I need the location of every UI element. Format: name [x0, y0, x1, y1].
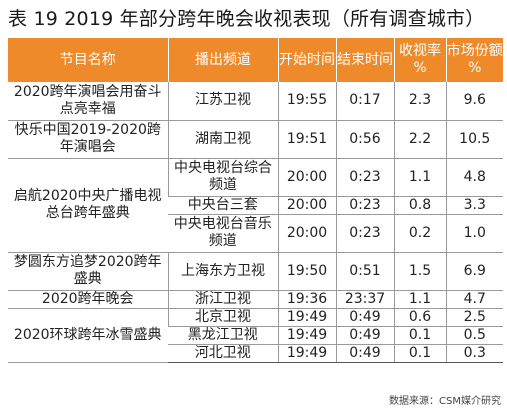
- share-cell: 6.9: [445, 252, 503, 291]
- table-row: 启航2020中央广播电视总台跨年盛典 中央电视台综合频道 20:00 0:23 …: [8, 158, 503, 253]
- rating-cell: 0.6: [393, 308, 446, 327]
- start-time-cell: 19:49: [277, 326, 336, 345]
- channel-cell: 中央台三套: [168, 196, 278, 215]
- end-time-cell: 0:51: [335, 252, 394, 291]
- program-cell: 2020跨年晚会: [8, 290, 168, 309]
- table-row: 快乐中国2019-2020跨年演唱会 湖南卫视 19:51 0:56 2.2 1…: [8, 120, 503, 159]
- table-row: 2020跨年演唱会用奋斗点亮幸福 江苏卫视 19:55 0:17 2.3 9.6: [8, 82, 503, 121]
- channel-cell: 黑龙江卫视: [168, 326, 278, 345]
- start-time-cell: 19:55: [277, 82, 336, 121]
- start-time-cell: 19:49: [277, 308, 336, 327]
- start-time-cell: 19:51: [277, 120, 336, 159]
- end-time-cell: 0:49: [335, 308, 394, 327]
- channel-cell: 浙江卫视: [167, 290, 278, 309]
- table-row: 中央电视台音乐频道 20:00 0:23 0.2 1.0: [8, 214, 503, 253]
- end-time-cell: 23:37: [335, 290, 394, 309]
- end-time-cell: 0:23: [335, 196, 394, 215]
- program-cell: 梦圆东方追梦2020跨年盛典: [8, 252, 168, 291]
- end-time-cell: 0:23: [335, 158, 394, 197]
- channel-cell: 北京卫视: [167, 308, 278, 327]
- rating-cell: 0.1: [393, 344, 446, 363]
- header-row: 节目名称 播出频道 开始时间 结束时间 收视率 % 市场份额 %: [8, 38, 503, 82]
- rating-cell: 0.8: [393, 196, 446, 215]
- header-share: 市场份额 %: [445, 38, 503, 82]
- rating-cell: 2.2: [393, 120, 446, 159]
- data-source-note: 数据来源：CSM媒介研究: [389, 396, 501, 407]
- channel-cell: 河北卫视: [168, 344, 278, 363]
- table-title: 表 19 2019 年部分跨年晚会收视表现（所有调查城市）: [8, 8, 485, 30]
- end-time-cell: 0:23: [335, 214, 394, 253]
- start-time-cell: 19:49: [277, 344, 336, 363]
- rating-cell: 1.5: [393, 252, 446, 291]
- share-cell: 4.8: [445, 158, 503, 197]
- end-time-cell: 0:56: [335, 120, 394, 159]
- end-time-cell: 0:49: [335, 326, 394, 345]
- share-cell: 2.5: [445, 308, 503, 327]
- end-time-cell: 0:17: [335, 82, 394, 121]
- start-time-cell: 19:36: [277, 290, 336, 309]
- rating-cell: 0.2: [393, 214, 446, 253]
- program-cell: 2020跨年演唱会用奋斗点亮幸福: [8, 82, 168, 121]
- program-cell: 2020环球跨年冰雪盛典: [8, 308, 168, 363]
- share-cell: 3.3: [445, 196, 503, 215]
- table-row: 黑龙江卫视 19:49 0:49 0.1 0.5: [8, 326, 503, 345]
- header-start-time: 开始时间: [277, 38, 336, 82]
- table-row: 2020环球跨年冰雪盛典 北京卫视 19:49 0:49 0.6 2.5: [8, 308, 503, 363]
- table-row: 2020跨年晚会 浙江卫视 19:36 23:37 1.1 4.7: [8, 290, 503, 309]
- share-cell: 4.7: [445, 290, 503, 309]
- channel-cell: 中央电视台综合频道: [167, 158, 278, 197]
- start-time-cell: 20:00: [277, 196, 336, 215]
- share-cell: 0.5: [445, 326, 503, 345]
- channel-cell: 江苏卫视: [167, 82, 278, 121]
- end-time-cell: 0:49: [335, 344, 394, 363]
- rating-cell: 1.1: [393, 158, 446, 197]
- header-channel: 播出频道: [167, 38, 278, 82]
- share-cell: 10.5: [445, 120, 503, 159]
- share-cell: 0.3: [445, 344, 503, 363]
- rating-cell: 1.1: [393, 290, 446, 309]
- table-row: 梦圆东方追梦2020跨年盛典 上海东方卫视 19:50 0:51 1.5 6.9: [8, 252, 503, 291]
- channel-cell: 上海东方卫视: [167, 252, 278, 291]
- program-cell: 快乐中国2019-2020跨年演唱会: [8, 120, 168, 159]
- start-time-cell: 19:50: [277, 252, 336, 291]
- share-cell: 1.0: [445, 214, 503, 253]
- header-end-time: 结束时间: [335, 38, 394, 82]
- ratings-table: 节目名称 播出频道 开始时间 结束时间 收视率 % 市场份额 % 2020跨年演…: [8, 38, 503, 363]
- table-row: 河北卫视 19:49 0:49 0.1 0.3: [8, 344, 503, 363]
- channel-cell: 中央电视台音乐频道: [168, 214, 278, 253]
- share-cell: 9.6: [445, 82, 503, 121]
- rating-cell: 0.1: [393, 326, 446, 345]
- header-program: 节目名称: [8, 38, 168, 82]
- channel-cell: 湖南卫视: [167, 120, 278, 159]
- start-time-cell: 20:00: [277, 158, 336, 197]
- program-cell: 启航2020中央广播电视总台跨年盛典: [8, 158, 168, 253]
- header-rating: 收视率 %: [393, 38, 446, 82]
- start-time-cell: 20:00: [277, 214, 336, 253]
- table-row: 中央台三套 20:00 0:23 0.8 3.3: [8, 196, 503, 215]
- rating-cell: 2.3: [393, 82, 446, 121]
